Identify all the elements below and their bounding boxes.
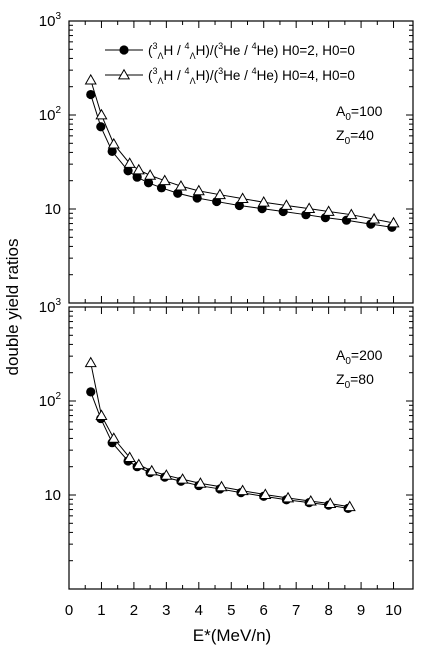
data-point-triangle	[123, 451, 136, 462]
y-axis-label: double yield ratios	[3, 238, 22, 375]
data-point-triangle	[367, 212, 381, 224]
x-tick-label: 8	[324, 602, 332, 619]
data-point-triangle	[95, 409, 108, 420]
annotation-a0: A0=100	[336, 103, 383, 123]
x-axis: 0 1 2 3 4 5 6 7 8 9 10	[65, 602, 402, 619]
series-line	[90, 362, 350, 508]
data-point-triangle	[257, 196, 270, 207]
y-tick-label: 103	[39, 297, 62, 316]
data-point-triangle	[304, 494, 317, 506]
x-tick-label: 4	[195, 602, 203, 619]
data-point-circle	[132, 172, 142, 182]
x-tick-label: 2	[130, 602, 138, 619]
data-point-triangle	[84, 356, 97, 368]
data-point-triangle	[280, 199, 293, 210]
panel-bottom: 10 102 103 A0=200 Z0=80	[39, 297, 414, 590]
data-point-circle	[156, 183, 167, 193]
data-point-circle	[123, 166, 133, 176]
data-point-circle	[107, 146, 117, 156]
data-point-circle	[143, 178, 154, 188]
x-tick-label: 3	[162, 602, 170, 619]
x-tick-label: 10	[385, 602, 402, 619]
y-tick-label: 10	[44, 487, 61, 504]
data-point-triangle	[322, 205, 335, 216]
data-point-triangle	[213, 188, 226, 200]
data-point-circle	[212, 196, 222, 207]
data-point-triangle	[324, 497, 337, 509]
panel-top: 10 102 103 A0=100 Z0=40	[39, 11, 414, 304]
plot-frame	[68, 20, 414, 304]
data-point-triangle	[145, 464, 158, 476]
data-point-triangle	[303, 202, 316, 213]
data-point-triangle	[194, 477, 207, 488]
y-tick-label: 102	[39, 391, 62, 410]
data-point-triangle	[174, 179, 188, 191]
legend: (3ΛH / 4ΛH)/(3He / 4He) H0=2, H0=0 (3ΛH /…	[105, 41, 355, 86]
data-point-triangle	[192, 184, 205, 196]
annotation-a0: A0=200	[336, 347, 383, 367]
data-point-triangle	[343, 500, 356, 512]
data-point-circle	[192, 193, 202, 203]
data-point-triangle	[259, 488, 272, 499]
y-tick-label: 102	[39, 105, 62, 124]
x-tick-label: 5	[227, 602, 235, 619]
x-axis-label: E*(MeV/n)	[193, 626, 271, 645]
legend-marker-circle	[119, 45, 129, 55]
annotation-z0: Z0=80	[336, 371, 374, 391]
data-point-triangle	[387, 216, 400, 228]
x-tick-label: 9	[357, 602, 365, 619]
data-point-circle	[86, 387, 96, 397]
data-point-triangle	[158, 174, 171, 186]
legend-label: (3ΛH / 4ΛH)/(3He / 4He) H0=4, H0=0	[148, 66, 355, 86]
x-tick-label: 7	[292, 602, 300, 619]
data-point-triangle	[160, 469, 173, 480]
x-tick-label: 6	[260, 602, 268, 619]
y-tick-label: 10	[44, 201, 61, 218]
data-point-triangle	[236, 484, 249, 496]
data-point-triangle	[281, 491, 295, 503]
data-point-triangle	[95, 108, 108, 120]
data-point-circle	[234, 200, 244, 211]
y-tick-label: 103	[39, 11, 62, 30]
data-point-circle	[86, 89, 96, 100]
data-point-triangle	[176, 473, 189, 484]
legend-marker-triangle	[117, 68, 131, 80]
data-point-triangle	[107, 137, 120, 149]
data-point-triangle	[123, 157, 136, 168]
data-point-triangle	[236, 192, 249, 204]
data-point-triangle	[215, 480, 228, 492]
data-point-circle	[96, 122, 106, 132]
x-tick-label: 0	[65, 602, 73, 619]
plot-frame	[68, 306, 414, 590]
data-point-triangle	[84, 73, 97, 85]
data-point-triangle	[132, 163, 145, 175]
legend-label: (3ΛH / 4ΛH)/(3He / 4He) H0=2, H0=0	[148, 41, 355, 61]
annotation-z0: Z0=40	[336, 127, 374, 147]
data-point-triangle	[107, 432, 120, 443]
series-line	[90, 391, 349, 509]
data-point-triangle	[132, 458, 145, 470]
data-point-triangle	[345, 208, 358, 220]
x-tick-label: 1	[97, 602, 105, 619]
data-point-triangle	[144, 169, 157, 180]
data-point-circle	[173, 188, 183, 198]
